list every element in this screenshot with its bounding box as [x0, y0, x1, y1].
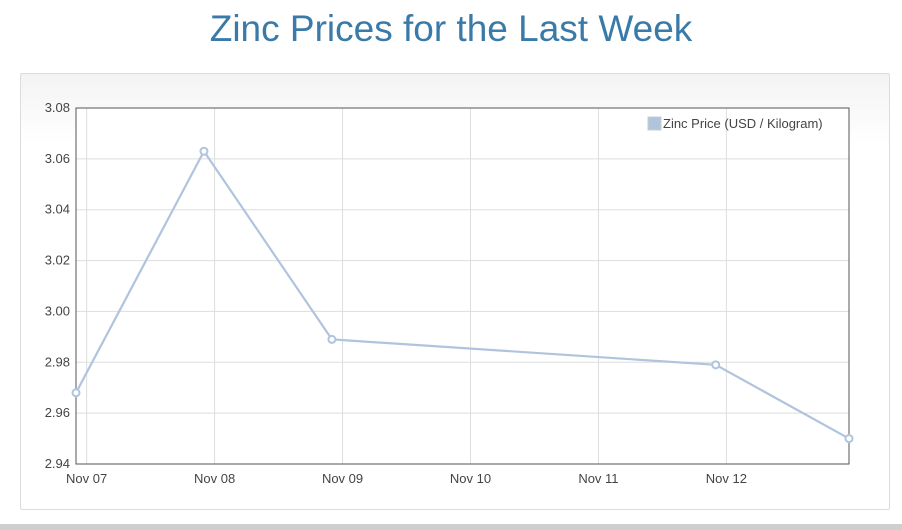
y-tick-label: 2.98	[45, 354, 70, 369]
y-tick-label: 3.02	[45, 253, 70, 268]
plot-border	[75, 107, 850, 465]
plot-area	[76, 108, 849, 464]
x-tick-label: Nov 09	[322, 471, 363, 486]
x-tick-label: Nov 11	[578, 471, 618, 486]
x-tick-label: Nov 10	[450, 471, 491, 486]
y-tick-label: 3.04	[45, 202, 70, 217]
data-point	[844, 434, 854, 444]
y-tick-label: 2.96	[45, 405, 70, 420]
x-tick-label: Nov 08	[194, 471, 235, 486]
page-title: Zinc Prices for the Last Week	[209, 8, 693, 49]
legend-label: Zinc Price (USD / Kilogram)	[663, 116, 823, 131]
x-tick-label: Nov 12	[706, 471, 747, 486]
x-tick-label: Nov 07	[66, 471, 107, 486]
y-tick-label: 3.08	[45, 100, 70, 115]
bottom-divider	[0, 524, 902, 530]
data-point	[199, 146, 209, 156]
y-tick-label: 3.00	[45, 303, 70, 318]
data-point	[711, 360, 721, 370]
legend-swatch	[647, 116, 662, 131]
data-point	[327, 334, 337, 344]
data-point	[71, 388, 81, 398]
y-tick-label: 2.94	[45, 456, 70, 471]
y-tick-label: 3.06	[45, 151, 70, 166]
